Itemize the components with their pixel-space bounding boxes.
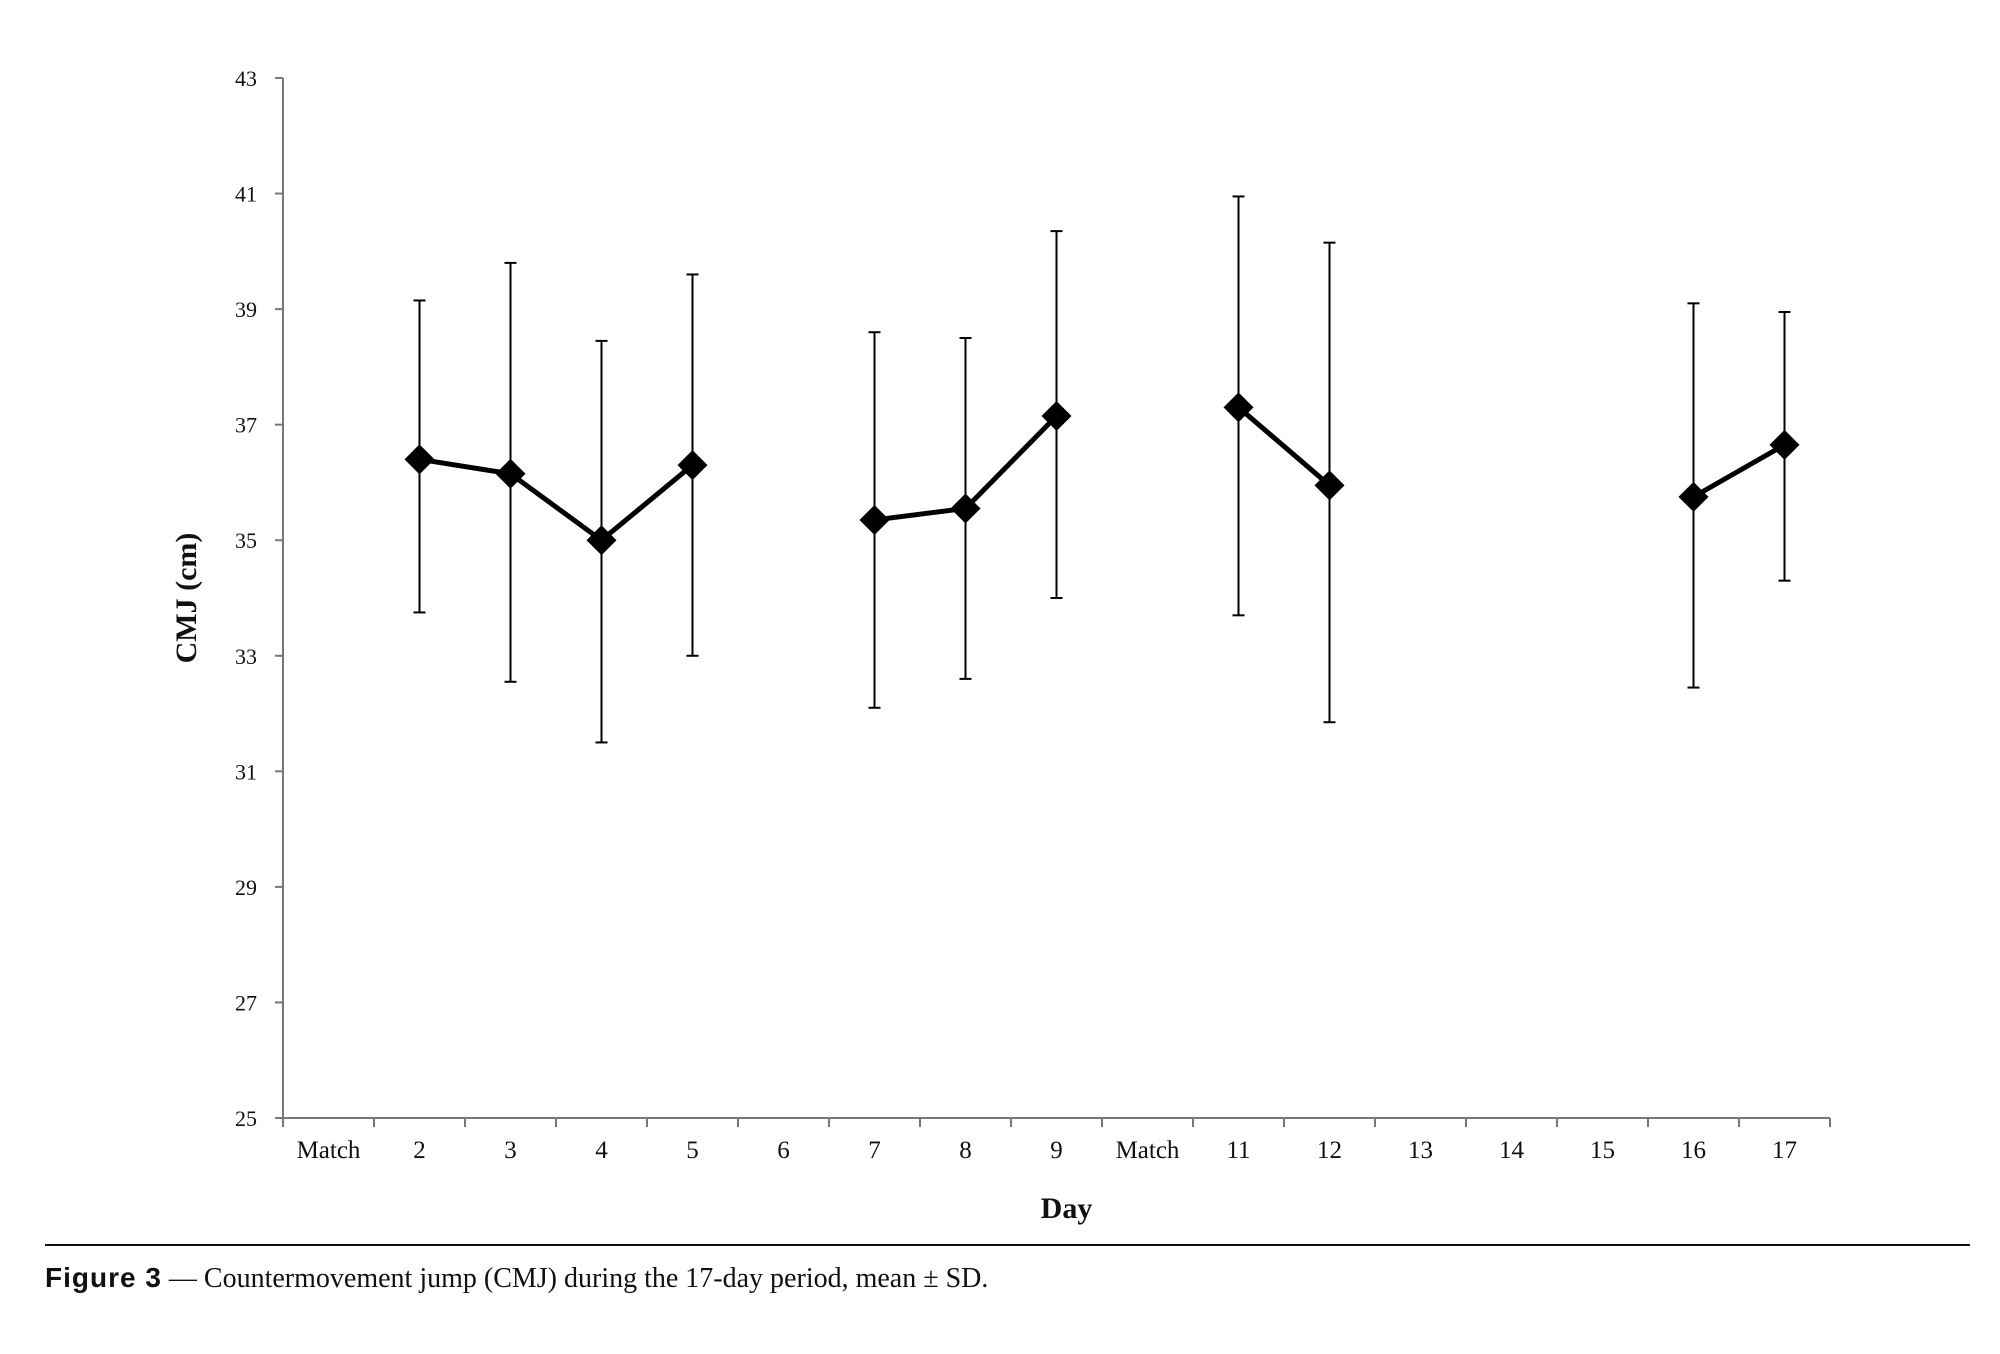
series-line-segment <box>963 414 1059 511</box>
figure-caption-label: Figure 3 <box>45 1262 162 1293</box>
x-axis-title: Day <box>1041 1192 1093 1225</box>
x-tick-label: 14 <box>1499 1137 1525 1164</box>
data-point-marker <box>586 525 617 556</box>
x-tick-label: 9 <box>1050 1137 1063 1164</box>
x-tick-label: 16 <box>1681 1137 1706 1164</box>
figure-caption: Figure 3 — Countermovement jump (CMJ) du… <box>45 1262 988 1295</box>
x-tick-label: 11 <box>1226 1137 1250 1164</box>
x-tick-label: 17 <box>1772 1137 1797 1164</box>
cmj-chart: 25 27 29 31 33 35 37 39 41 43 Match 2 3 4 5 6 7 8 9 Match 11… <box>170 66 1831 1225</box>
series-line-segment <box>874 505 966 523</box>
caption-divider <box>45 1244 1970 1246</box>
data-point-marker <box>495 458 526 489</box>
y-tick-label: 31 <box>235 759 257 784</box>
x-tick-label: 5 <box>686 1137 699 1164</box>
x-tick-label: Match <box>297 1137 361 1164</box>
series-line-segment <box>599 463 695 543</box>
data-point-marker <box>1314 470 1345 501</box>
y-tick-label: 41 <box>235 182 257 207</box>
x-tick-label: 13 <box>1408 1137 1433 1164</box>
x-tick-label: 12 <box>1317 1137 1342 1164</box>
x-tick-label: 2 <box>413 1137 426 1164</box>
series-line-segment <box>419 456 511 477</box>
x-tick-label: 15 <box>1590 1137 1615 1164</box>
x-tick-label: 3 <box>504 1137 517 1164</box>
x-tick-label: Match <box>1116 1137 1180 1164</box>
x-tick-label: 6 <box>777 1137 790 1164</box>
figure-caption-text: — Countermovement jump (CMJ) during the … <box>161 1263 989 1294</box>
data-point-marker <box>859 505 890 535</box>
data-point-marker <box>1769 429 1800 460</box>
data-point-marker <box>950 493 981 524</box>
y-tick-label: 27 <box>235 990 257 1015</box>
series-line-segment <box>1236 405 1332 488</box>
data-point-marker <box>677 450 708 481</box>
y-tick-label: 39 <box>235 297 257 322</box>
data-point-marker <box>404 444 435 475</box>
x-tick-label: 8 <box>959 1137 972 1164</box>
x-tick-label: 7 <box>868 1137 881 1164</box>
y-tick-label: 25 <box>235 1106 257 1131</box>
y-tick-label: 37 <box>235 413 257 438</box>
y-tick-label: 43 <box>235 66 257 91</box>
series-line-segment <box>1692 442 1786 500</box>
data-point-marker <box>1678 481 1709 512</box>
series-line-segment <box>509 471 603 543</box>
y-tick-label: 29 <box>235 875 257 900</box>
x-tick-label: 4 <box>595 1137 608 1164</box>
data-point-marker <box>1223 392 1254 423</box>
y-axis-title: CMJ (cm) <box>170 533 203 664</box>
y-tick-label: 35 <box>235 528 257 553</box>
y-tick-label: 33 <box>235 644 257 669</box>
data-point-marker <box>1041 401 1072 431</box>
